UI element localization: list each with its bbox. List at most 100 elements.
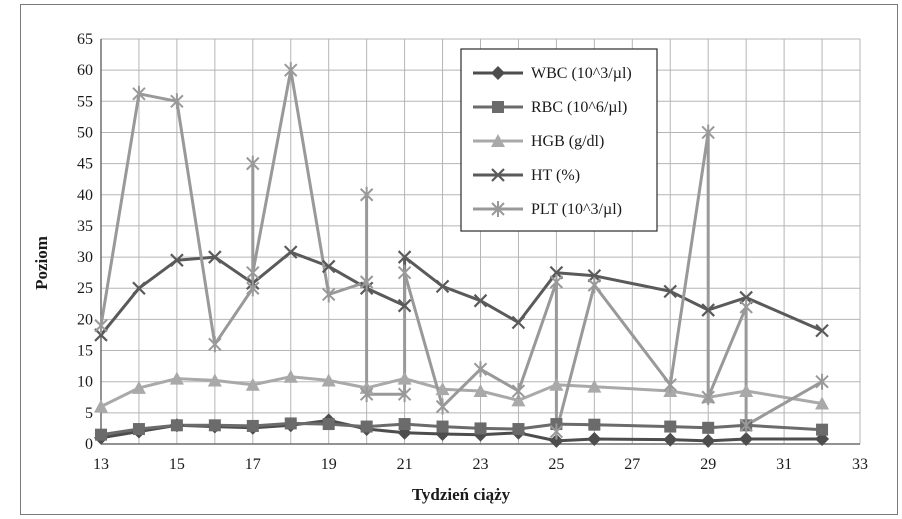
data-point (549, 377, 564, 391)
data-point (132, 423, 145, 436)
data-point (739, 298, 753, 315)
legend-marker (492, 101, 504, 113)
data-point (246, 155, 260, 172)
data-point (587, 379, 602, 393)
data-point (473, 361, 488, 378)
y-tick-label: 45 (77, 156, 93, 173)
data-point (397, 298, 412, 313)
legend-label: PLT (10^3/µl) (531, 201, 622, 218)
data-point (587, 277, 602, 294)
data-point (702, 421, 715, 434)
legend-label: RBC (10^6/µl) (531, 99, 627, 116)
data-point (283, 245, 298, 259)
data-point (701, 124, 715, 141)
data-point (474, 422, 487, 435)
data-point (208, 419, 221, 432)
x-tick-label: 21 (397, 456, 413, 473)
y-tick-label: 30 (77, 249, 93, 266)
y-tick-label: 20 (77, 311, 93, 328)
x-tick-label: 33 (852, 456, 868, 473)
y-tick-label: 15 (77, 343, 93, 360)
data-point (511, 393, 526, 407)
data-point (816, 423, 829, 436)
legend-marker (491, 168, 505, 182)
data-point (322, 418, 335, 431)
data-point (94, 399, 108, 413)
data-point (246, 264, 260, 281)
data-point (435, 279, 450, 294)
chart-frame: 0 5 10 15 20 25 30 35 40 45 50 55 60 65 13 15 17 19 21 23 25… (20, 4, 898, 515)
y-tick-label: 35 (77, 218, 93, 235)
x-axis-title: Tydzień ciąży (412, 485, 511, 504)
data-point (360, 420, 373, 433)
line-chart: 0 5 10 15 20 25 30 35 40 45 50 55 60 65 13 15 17 19 21 23 25… (32, 31, 868, 504)
data-point (701, 303, 715, 317)
x-tick-label: 31 (776, 456, 792, 473)
data-point (511, 383, 526, 400)
x-tick-label: 19 (321, 456, 337, 473)
axes: 0 5 10 15 20 25 30 35 40 45 50 55 60 65 13 15 17 19 21 23 25… (77, 31, 868, 473)
legend-label: WBC (10^3/µl) (531, 65, 632, 82)
data-point (170, 253, 184, 267)
data-point (397, 264, 412, 281)
data-point (132, 281, 146, 296)
x-tick-label: 17 (245, 456, 261, 473)
data-point (664, 420, 677, 433)
data-point (663, 376, 677, 393)
y-tick-label: 50 (77, 124, 93, 141)
y-axis-title: Poziom (32, 236, 51, 290)
data-point (549, 433, 564, 448)
data-point (549, 423, 564, 440)
legend-label: HGB (g/dl) (531, 133, 604, 150)
series-line-3 (100, 375, 823, 408)
y-tick-label: 25 (77, 280, 93, 297)
data-point (397, 371, 412, 385)
data-point (436, 420, 449, 433)
data-point (321, 286, 336, 303)
data-point (739, 384, 754, 398)
y-tick-label: 65 (77, 31, 93, 48)
data-point (170, 93, 184, 110)
x-tick-label: 23 (473, 456, 489, 473)
x-tick-label: 25 (548, 456, 564, 473)
legend: WBC (10^3/µl) RBC (10^6/µl) HGB (g/dl) HT (… (460, 48, 658, 232)
data-point (359, 386, 374, 403)
data-point (663, 284, 678, 299)
data-point (170, 419, 183, 432)
data-point (359, 186, 374, 203)
data-point (94, 317, 108, 334)
legend-marker (491, 201, 505, 217)
data-point (397, 250, 412, 264)
legend-label: HT (%) (531, 167, 580, 184)
y-tick-label: 60 (77, 62, 93, 79)
y-tick-label: 55 (77, 93, 93, 110)
data-point (284, 417, 297, 430)
data-point (435, 382, 450, 396)
data-point (246, 280, 260, 297)
data-point (815, 396, 830, 410)
data-point (587, 432, 602, 447)
data-point (473, 293, 488, 308)
x-tick-label: 27 (624, 456, 640, 473)
series-markers (94, 62, 830, 448)
data-point (663, 432, 678, 447)
data-point (739, 432, 754, 447)
data-point (398, 418, 411, 431)
data-point (169, 371, 184, 385)
data-point (511, 315, 526, 330)
data-point (321, 373, 336, 387)
data-point (473, 384, 488, 398)
data-point (739, 417, 753, 434)
data-point (701, 389, 715, 406)
data-point (95, 428, 107, 441)
data-point (321, 259, 336, 274)
y-tick-label: 0 (85, 436, 93, 453)
data-point (131, 380, 146, 394)
data-point (588, 418, 601, 431)
data-point (815, 323, 829, 338)
y-tick-label: 5 (85, 405, 93, 422)
series-line-2 (100, 421, 823, 437)
legend-marker (491, 134, 505, 147)
x-tick-label: 13 (93, 456, 109, 473)
legend-marker (491, 66, 505, 80)
